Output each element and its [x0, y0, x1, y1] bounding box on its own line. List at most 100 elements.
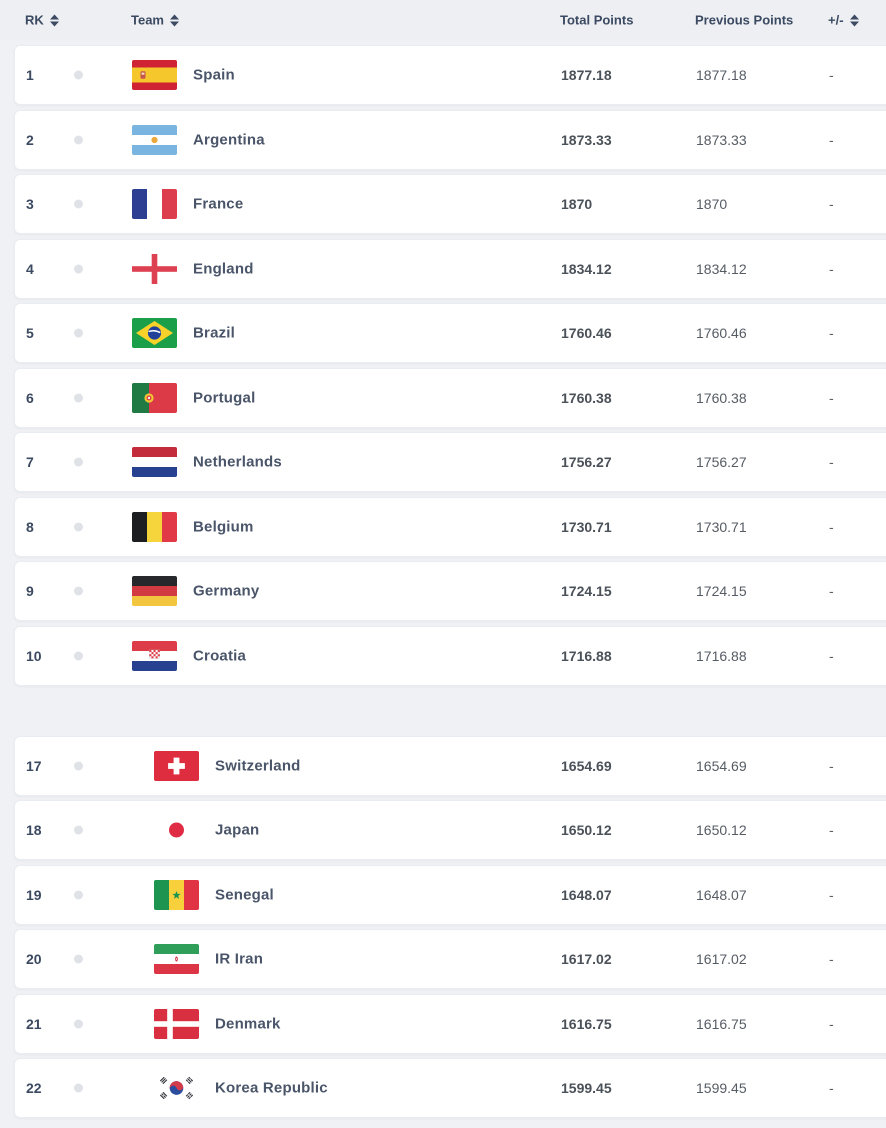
rank-value: 17: [26, 757, 42, 774]
rank-equal-dot-icon: [74, 1019, 83, 1028]
change-value: -: [829, 757, 834, 774]
team-name: IR Iran: [215, 950, 264, 968]
rank-equal-dot-icon: [74, 457, 83, 467]
total-points-value: 1870: [561, 196, 593, 212]
ranking-row[interactable]: 22 Korea Republic 1599.45 1599.45 -: [14, 1058, 886, 1118]
ranking-row[interactable]: 19 Senegal 1648.07 1648.07 -: [14, 864, 886, 925]
previous-points-value: 1760.46: [696, 325, 747, 341]
team-name: Germany: [193, 582, 260, 600]
flag-korea-republic-icon: [154, 1073, 199, 1103]
previous-points-value: 1617.02: [696, 951, 747, 967]
total-points-value: 1716.88: [561, 647, 612, 664]
previous-points-value: 1760.38: [696, 389, 747, 406]
change-value: -: [829, 951, 834, 967]
flag-germany-icon: [132, 576, 177, 606]
change-value: -: [829, 1080, 834, 1096]
rank-value: 1: [26, 67, 34, 83]
change-value: -: [829, 518, 834, 535]
total-points-value: 1648.07: [561, 886, 612, 903]
change-value: -: [829, 196, 834, 212]
sort-arrows-icon: [170, 14, 179, 26]
change-value: -: [829, 1015, 834, 1032]
rank-equal-dot-icon: [74, 264, 83, 273]
team-name: France: [193, 195, 244, 213]
column-header-change[interactable]: +/-: [828, 13, 859, 28]
ranking-sections: 1 Spain 1877.18 1877.18 - 2 Argentina 18…: [0, 40, 886, 1118]
team-name: Switzerland: [215, 757, 301, 774]
rank-value: 2: [26, 131, 34, 148]
rank-equal-dot-icon: [74, 199, 83, 209]
rank-equal-dot-icon: [74, 522, 83, 531]
ranking-row[interactable]: 9 Germany 1724.15 1724.15 -: [14, 561, 886, 621]
total-points-value: 1730.71: [561, 518, 612, 535]
column-header-total-points: Total Points: [560, 13, 633, 28]
team-name: Japan: [215, 821, 260, 839]
team-name: Brazil: [193, 324, 236, 342]
ranking-row[interactable]: 10 Croatia 1716.88 1716.88 -: [14, 625, 886, 686]
total-points-value: 1617.02: [561, 951, 612, 967]
rank-equal-dot-icon: [74, 954, 83, 964]
table-header: RK Team Total Points Previous Points +/-: [0, 0, 886, 40]
column-header-team-label: Team: [131, 12, 164, 28]
flag-netherlands-icon: [132, 447, 177, 477]
rank-equal-dot-icon: [74, 586, 83, 596]
team-name: Belgium: [193, 518, 254, 535]
ranking-row[interactable]: 2 Argentina 1873.33 1873.33 -: [14, 109, 886, 170]
team-name: Spain: [193, 66, 235, 84]
total-points-value: 1756.27: [561, 454, 612, 470]
ranking-row[interactable]: 6 Portugal 1760.38 1760.38 -: [14, 367, 886, 428]
rank-equal-dot-icon: [74, 393, 83, 402]
team-name: Korea Republic: [215, 1079, 328, 1097]
flag-iran-icon: [154, 944, 199, 974]
ranking-section: 17 Switzerland 1654.69 1654.69 - 18 Japa…: [0, 731, 886, 1118]
rank-equal-dot-icon: [74, 1083, 83, 1093]
change-value: -: [829, 260, 834, 277]
total-points-value: 1599.45: [561, 1080, 612, 1096]
previous-points-value: 1873.33: [696, 131, 747, 148]
sort-arrows-icon: [849, 14, 859, 26]
flag-brazil-icon: [132, 318, 177, 348]
column-header-change-label: +/-: [828, 12, 844, 28]
flag-belgium-icon: [132, 511, 177, 542]
previous-points-value: 1756.27: [696, 454, 747, 470]
flag-portugal-icon: [132, 382, 177, 413]
rank-equal-dot-icon: [74, 890, 83, 899]
column-header-rank[interactable]: RK: [25, 13, 59, 28]
previous-points-value: 1654.69: [696, 757, 747, 774]
rank-equal-dot-icon: [74, 328, 83, 338]
team-name: Netherlands: [193, 453, 282, 471]
change-value: -: [829, 886, 834, 903]
flag-spain-icon: [132, 60, 177, 90]
ranking-row[interactable]: 7 Netherlands 1756.27 1756.27 -: [14, 432, 886, 492]
flag-japan-icon: [154, 815, 199, 845]
rank-value: 6: [26, 389, 34, 406]
rank-value: 19: [26, 886, 42, 903]
team-name: England: [193, 260, 254, 277]
previous-points-value: 1724.15: [696, 583, 747, 599]
ranking-row[interactable]: 1 Spain 1877.18 1877.18 -: [14, 45, 886, 105]
ranking-section: 1 Spain 1877.18 1877.18 - 2 Argentina 18…: [0, 40, 886, 686]
ranking-row[interactable]: 5 Brazil 1760.46 1760.46 -: [14, 303, 886, 363]
column-header-previous-points: Previous Points: [695, 13, 793, 28]
ranking-row[interactable]: 20 IR Iran 1617.02 1617.02 -: [14, 929, 886, 989]
rank-value: 18: [26, 822, 42, 838]
ranking-row[interactable]: 18 Japan 1650.12 1650.12 -: [14, 800, 886, 860]
column-header-previous-points-label: Previous Points: [695, 12, 794, 28]
ranking-row[interactable]: 21 Denmark 1616.75 1616.75 -: [14, 993, 886, 1054]
column-header-rank-label: RK: [25, 12, 44, 28]
ranking-row[interactable]: 3 France 1870 1870 -: [14, 174, 886, 234]
ranking-row[interactable]: 8 Belgium 1730.71 1730.71 -: [14, 496, 886, 557]
column-header-team[interactable]: Team: [131, 13, 179, 28]
ranking-row[interactable]: 17 Switzerland 1654.69 1654.69 -: [14, 735, 886, 796]
previous-points-value: 1716.88: [696, 647, 747, 664]
flag-switzerland-icon: [154, 750, 199, 781]
change-value: -: [829, 647, 834, 664]
team-name: Denmark: [215, 1015, 281, 1032]
change-value: -: [829, 67, 834, 83]
flag-france-icon: [132, 189, 177, 219]
rank-value: 21: [26, 1015, 42, 1032]
ranking-row[interactable]: 4 England 1834.12 1834.12 -: [14, 238, 886, 299]
team-name: Argentina: [193, 131, 265, 148]
previous-points-value: 1650.12: [696, 822, 747, 838]
total-points-value: 1616.75: [561, 1015, 612, 1032]
